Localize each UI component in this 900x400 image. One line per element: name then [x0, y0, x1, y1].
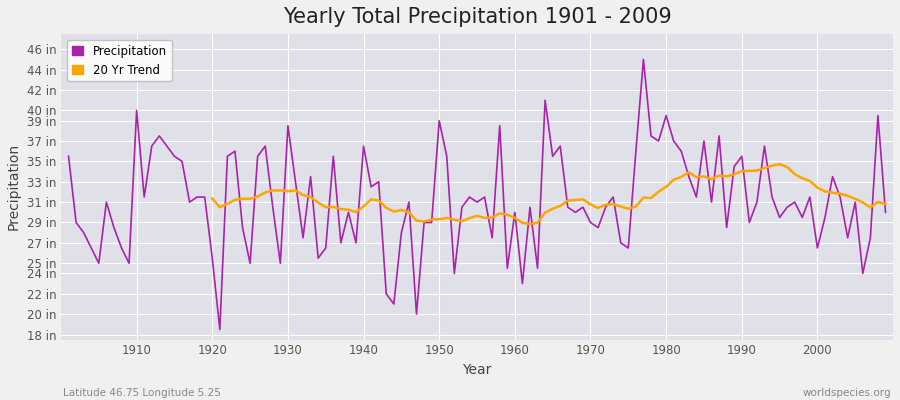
X-axis label: Year: Year	[463, 363, 491, 377]
Y-axis label: Precipitation: Precipitation	[7, 143, 21, 230]
Text: worldspecies.org: worldspecies.org	[803, 388, 891, 398]
Text: Latitude 46.75 Longitude 5.25: Latitude 46.75 Longitude 5.25	[63, 388, 220, 398]
Title: Yearly Total Precipitation 1901 - 2009: Yearly Total Precipitation 1901 - 2009	[283, 7, 671, 27]
Legend: Precipitation, 20 Yr Trend: Precipitation, 20 Yr Trend	[67, 40, 172, 81]
